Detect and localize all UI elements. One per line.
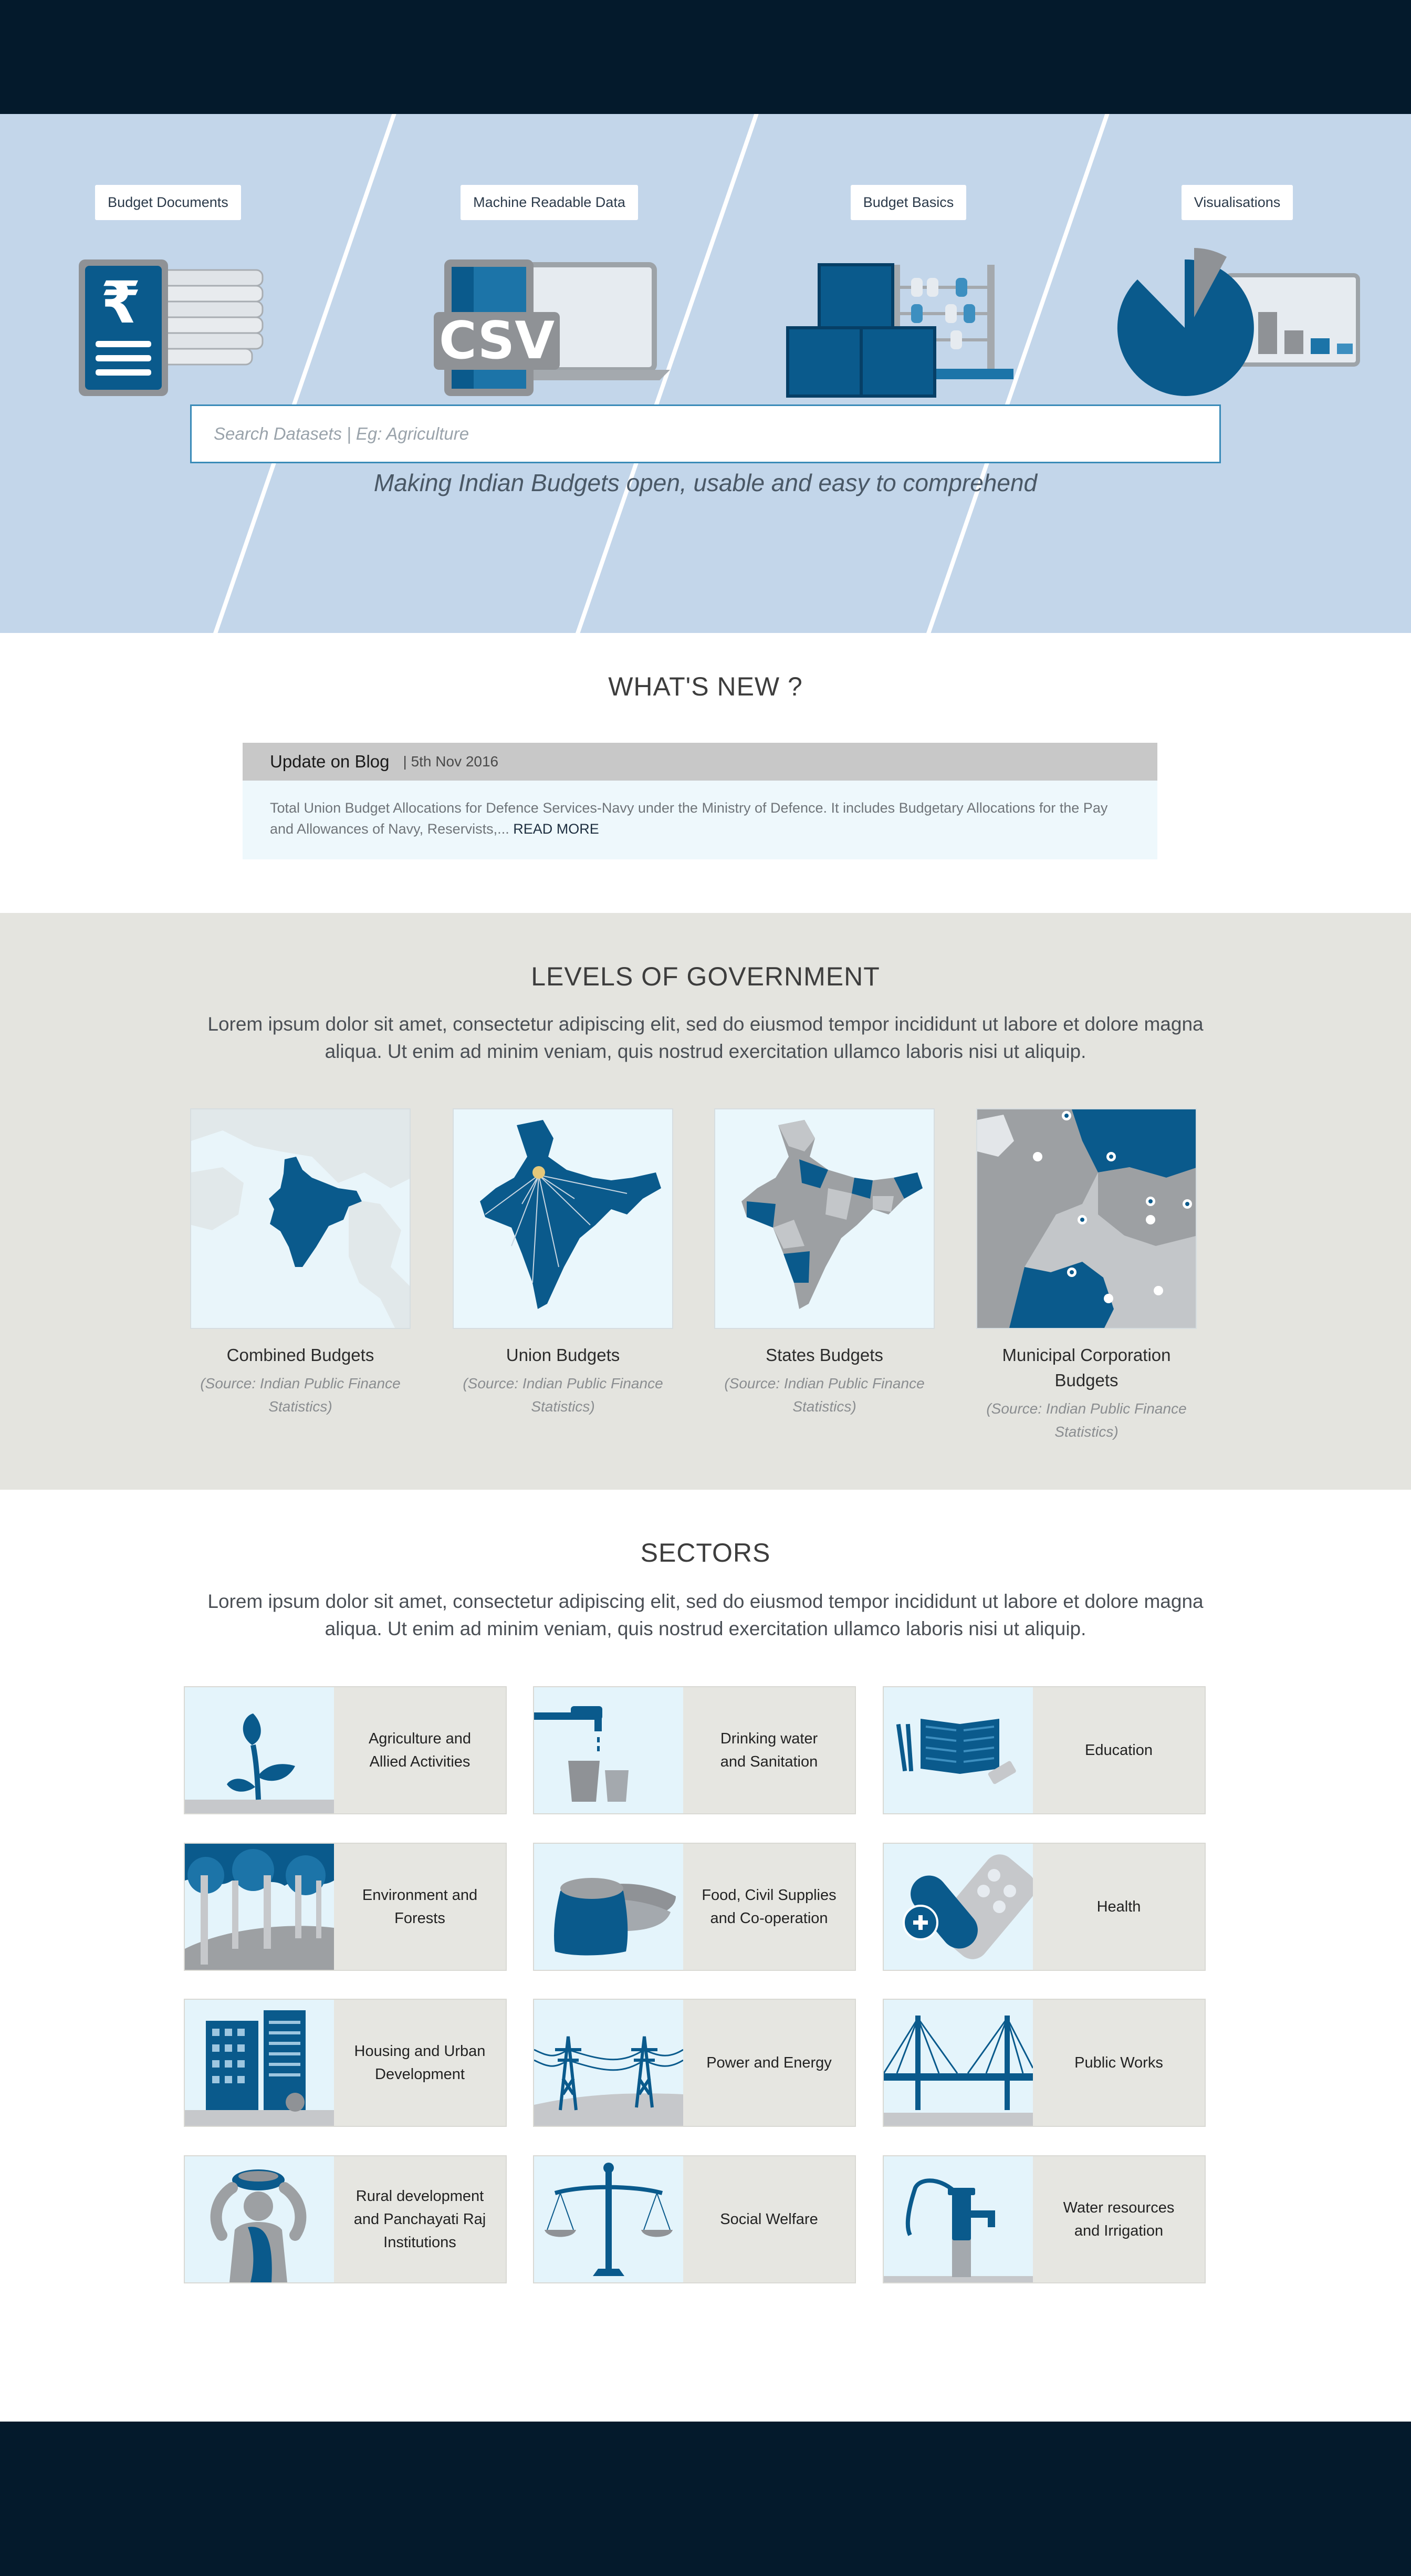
- union-budgets-map[interactable]: [453, 1108, 673, 1329]
- hero-banner: Budget Documents ₹ Machine Readable Data: [0, 114, 1411, 633]
- svg-text:CSV: CSV: [439, 311, 555, 371]
- level-municipal-corporation-budgets[interactable]: Municipal Corporation Budgets (Source: I…: [976, 1108, 1197, 1443]
- sector-label: Agriculture and Allied Activities: [368, 1730, 472, 1770]
- budget-basics-button[interactable]: Budget Basics: [850, 185, 967, 220]
- tile-visualisations[interactable]: Visualisations: [1090, 185, 1384, 409]
- tile-budget-basics[interactable]: Budget Basics: [761, 185, 1055, 409]
- plant-icon: [185, 1687, 334, 1813]
- abacus-blocks-icon: [761, 241, 1055, 409]
- news-item-title[interactable]: Update on Blog: [270, 752, 390, 771]
- level-union-budgets[interactable]: Union Budgets (Source: Indian Public Fin…: [453, 1108, 673, 1418]
- level-name[interactable]: States Budgets: [766, 1345, 883, 1365]
- news-item-body: Total Union Budget Allocations for Defen…: [243, 781, 1157, 859]
- sector-card-public-works[interactable]: Public Works: [883, 1999, 1206, 2127]
- sector-card-health[interactable]: Health: [883, 1843, 1206, 1971]
- sector-label: Social Welfare: [720, 2211, 818, 2228]
- sector-card-social-welfare[interactable]: Social Welfare: [533, 2155, 856, 2283]
- levels-description: Lorem ipsum dolor sit amet, consectetur …: [207, 1013, 1204, 1062]
- svg-text:₹: ₹: [101, 269, 141, 336]
- level-name[interactable]: Union Budgets: [506, 1345, 620, 1365]
- level-states-budgets[interactable]: States Budgets (Source: Indian Public Fi…: [714, 1108, 935, 1418]
- news-item-date: | 5th Nov 2016: [403, 753, 499, 770]
- news-item-text: Total Union Budget Allocations for Defen…: [270, 800, 1108, 837]
- sector-label: Health: [1096, 1898, 1141, 1915]
- tile-budget-documents[interactable]: Budget Documents ₹: [21, 185, 315, 409]
- forest-icon: [185, 1844, 334, 1970]
- sector-label: Rural development and Panchayati Raj Ins…: [353, 2188, 486, 2251]
- level-source: (Source: Indian Public Finance Statistic…: [724, 1375, 925, 1415]
- level-name[interactable]: Municipal Corporation Budgets: [1002, 1345, 1171, 1390]
- states-budgets-map[interactable]: [714, 1108, 935, 1329]
- levels-heading: LEVELS OF GOVERNMENT: [531, 962, 880, 991]
- level-source: (Source: Indian Public Finance Statistic…: [986, 1400, 1187, 1440]
- sector-label: Environment and Forests: [362, 1887, 478, 1927]
- power-tower-icon: [534, 2000, 683, 2126]
- visualisations-button[interactable]: Visualisations: [1181, 185, 1293, 220]
- sector-card-rural-development[interactable]: Rural development and Panchayati Raj Ins…: [184, 2155, 507, 2283]
- sector-label: Public Works: [1074, 2054, 1163, 2071]
- news-item-header: Update on Blog | 5th Nov 2016: [243, 743, 1157, 781]
- water-tap-icon: [534, 1687, 683, 1813]
- grain-sack-icon: [534, 1844, 683, 1970]
- level-combined-budgets[interactable]: Combined Budgets (Source: Indian Public …: [190, 1108, 411, 1418]
- pill-icon: [884, 1844, 1033, 1970]
- sector-card-water-resources[interactable]: Water resources and Irrigation: [883, 2155, 1206, 2283]
- sector-label: Housing and Urban Development: [354, 2043, 486, 2083]
- csv-icon: CSV: [402, 241, 696, 409]
- sector-card-drinking-water[interactable]: Drinking water and Sanitation: [533, 1686, 856, 1814]
- sector-label: Water resources and Irrigation: [1063, 2199, 1175, 2239]
- hand-pump-icon: [884, 2156, 1033, 2282]
- scales-icon: [534, 2156, 683, 2282]
- sector-card-food[interactable]: Food, Civil Supplies and Co-operation: [533, 1843, 856, 1971]
- tile-machine-readable-data[interactable]: Machine Readable Data CSV: [402, 185, 696, 409]
- sectors-heading: SECTORS: [640, 1538, 771, 1567]
- sector-label: Power and Energy: [706, 2054, 832, 2071]
- sector-card-agriculture[interactable]: Agriculture and Allied Activities: [184, 1686, 507, 1814]
- sector-label: Food, Civil Supplies and Co-operation: [702, 1887, 837, 1927]
- rural-woman-icon: [185, 2156, 334, 2282]
- level-name[interactable]: Combined Budgets: [226, 1345, 374, 1365]
- sector-card-environment[interactable]: Environment and Forests: [184, 1843, 507, 1971]
- combined-budgets-map[interactable]: [190, 1108, 411, 1329]
- search-datasets-input[interactable]: [190, 404, 1221, 463]
- bridge-icon: [884, 2000, 1033, 2126]
- machine-readable-data-button[interactable]: Machine Readable Data: [461, 185, 638, 220]
- sectors-description: Lorem ipsum dolor sit amet, consectetur …: [207, 1591, 1204, 1639]
- book-icon: [884, 1687, 1033, 1813]
- municipal-budgets-map[interactable]: [976, 1108, 1197, 1329]
- sector-label: Drinking water and Sanitation: [720, 1730, 818, 1770]
- hero-tagline: Making Indian Budgets open, usable and e…: [373, 469, 1038, 496]
- sector-card-power[interactable]: Power and Energy: [533, 1999, 856, 2127]
- buildings-icon: [185, 2000, 334, 2126]
- sector-card-education[interactable]: Education: [883, 1686, 1206, 1814]
- level-source: (Source: Indian Public Finance Statistic…: [463, 1375, 663, 1415]
- sector-label: Education: [1085, 1742, 1153, 1759]
- footer-bar: [0, 2422, 1411, 2576]
- read-more-link[interactable]: READ MORE: [513, 821, 599, 837]
- level-source: (Source: Indian Public Finance Statistic…: [200, 1375, 401, 1415]
- pie-chart-icon: [1090, 241, 1384, 409]
- budget-document-icon: ₹: [21, 241, 315, 409]
- top-header-bar: [0, 0, 1411, 114]
- budget-documents-button[interactable]: Budget Documents: [95, 185, 241, 220]
- sector-card-housing[interactable]: Housing and Urban Development: [184, 1999, 507, 2127]
- whats-new-heading: WHAT'S NEW ?: [608, 672, 803, 701]
